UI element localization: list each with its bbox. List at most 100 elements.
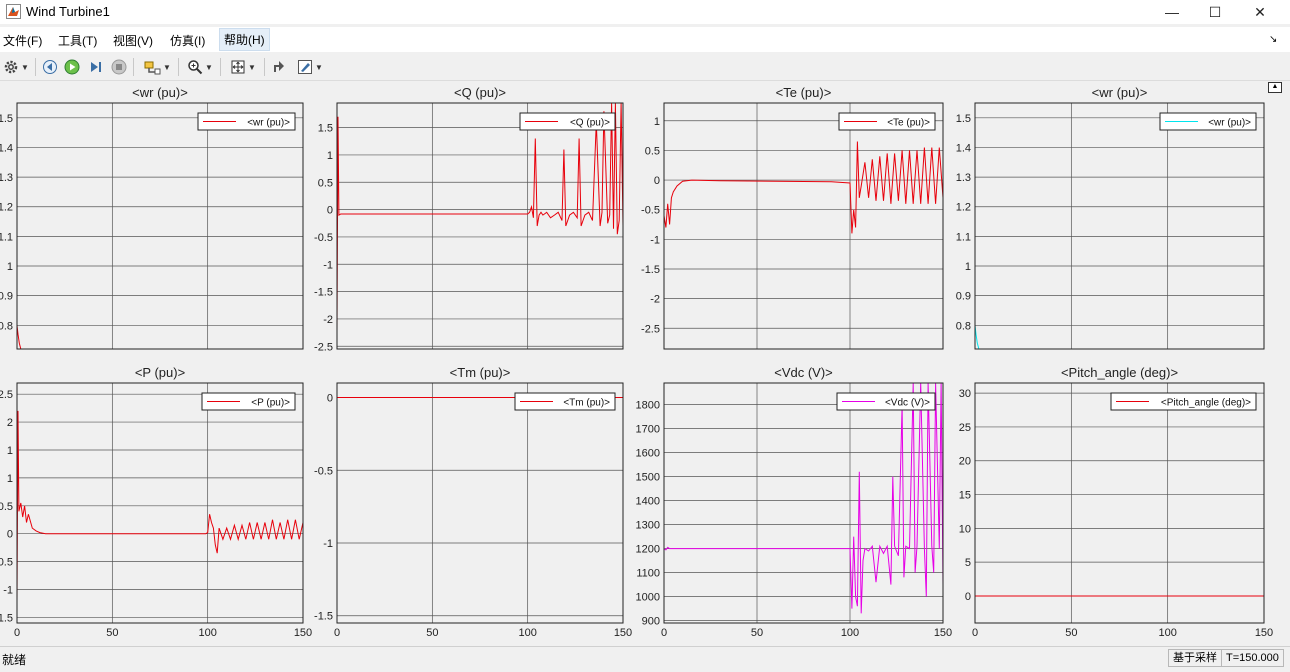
legend-label: <Vdc (V)> (885, 398, 930, 409)
y-tick-label: 30 (959, 388, 971, 400)
series-line (664, 383, 943, 614)
legend-label: <Q (pu)> (570, 118, 610, 129)
legend-box (1159, 112, 1257, 131)
zoom-icon[interactable]: ▼ (184, 58, 216, 76)
x-tick-label: 100 (841, 627, 859, 639)
status-text: 就绪 (2, 653, 27, 667)
style-icon[interactable]: ▼ (294, 58, 326, 76)
y-tick-label: 0.5 (318, 177, 333, 189)
legend-box (519, 112, 616, 131)
y-tick-label: 1 (327, 150, 333, 162)
dock-icon[interactable]: ▲ (1268, 82, 1282, 93)
legend[interactable]: <Q (pu)> (519, 112, 616, 131)
y-tick-label: 1 (7, 473, 13, 485)
toolbar: ▼ ▼ ▼ ▼ ▼ (0, 54, 1290, 81)
dropdown-arrow-icon: ▼ (248, 62, 256, 72)
toolbar-separator (133, 58, 134, 76)
axes-title: <Tm (pu)> (450, 365, 511, 380)
scope-axes-6[interactable]: 0-0.5-1-1.50 50 100 150<Tm (pu)><Tm (pu)> (314, 365, 632, 639)
x-tick-label: 150 (614, 627, 632, 639)
y-tick-label: 1.1 (0, 231, 13, 243)
legend[interactable]: <Vdc (V)> (836, 392, 936, 411)
dropdown-arrow-icon: ▼ (21, 62, 29, 72)
scope-axes-4[interactable]: 1.5 1.4 1.3 1.2 1.1 1 0.9 0.8 <wr (pu)> <wr (pu)> (956, 85, 1265, 350)
menu-simulation[interactable]: 仿真(I) (170, 34, 206, 48)
axes-title: <Pitch_angle (deg)> (1061, 365, 1178, 380)
y-tick-label: 1.2 (0, 202, 13, 214)
x-tick-label: 150 (1255, 627, 1273, 639)
y-tick-label: 0.8 (956, 320, 971, 332)
axes-title: <Te (pu)> (776, 85, 832, 100)
axes-frame (663, 382, 944, 624)
legend-box (838, 112, 936, 131)
step-forward-icon[interactable] (87, 58, 105, 76)
y-tick-label: -1 (3, 585, 13, 597)
y-tick-label: 1.4 (0, 142, 13, 154)
axes-background (17, 103, 303, 349)
y-tick-label: 1500 (636, 472, 660, 484)
legend[interactable]: <wr (pu)> (197, 112, 296, 131)
sample-mode-badge: 基于采样 (1168, 649, 1222, 667)
axes-background (975, 103, 1264, 349)
sim-time-readout: T=150.000 (1221, 649, 1284, 667)
menu-file[interactable]: 文件(F) (3, 34, 43, 48)
menu-help[interactable]: 帮助(H) (219, 28, 270, 51)
y-tick-label: 1.3 (956, 172, 971, 184)
maximize-button[interactable]: ☐ (1208, 4, 1222, 20)
y-tick-label: 10 (959, 523, 971, 535)
title-bar: Wind Turbine1 — ☐ ✕ (0, 0, 1290, 24)
x-tick-label: 150 (934, 627, 952, 639)
stop-icon[interactable] (110, 58, 128, 76)
y-tick-label: 0 (654, 175, 660, 187)
y-tick-label: 1.5 (0, 113, 13, 125)
run-icon[interactable] (63, 58, 81, 76)
legend[interactable]: <Pitch_angle (deg)> (1110, 392, 1257, 411)
legend[interactable]: <P (pu)> (201, 392, 296, 411)
dropdown-arrow-icon: ▼ (315, 62, 323, 72)
y-tick-label: 2.5 (0, 389, 13, 401)
y-tick-label: -2 (323, 314, 333, 326)
dropdown-arrow-icon: ▼ (163, 62, 171, 72)
axes-title: <Vdc (V)> (774, 365, 833, 380)
axes-frame (336, 382, 624, 624)
menu-tools[interactable]: 工具(T) (58, 34, 98, 48)
legend-box (201, 392, 296, 411)
scope-axes-1[interactable]: 1.5 1.4 1.3 1.2 1.1 1 0.9 0.8 <wr (pu)> <wr (pu)> (0, 85, 304, 350)
y-tick-label: 15 (959, 490, 971, 502)
series-line (664, 141, 943, 234)
y-tick-label: 1.5 (318, 123, 333, 135)
fit-icon[interactable]: ▼ (227, 58, 259, 76)
legend-box (197, 112, 296, 131)
toolbar-separator (264, 58, 265, 76)
close-button[interactable]: ✕ (1254, 4, 1266, 20)
step-back-icon[interactable] (41, 58, 59, 76)
y-tick-label: -0.5 (314, 232, 333, 244)
y-tick-label: 1.5 (0, 612, 13, 624)
legend[interactable]: <wr (pu)> (1159, 112, 1257, 131)
scope-axes-3[interactable]: 1 0.5 0 -0.5 -1 -1.5 -2 -2.5 <Te (pu)> <Te (pu)> (641, 85, 944, 350)
legend-label: <Pitch_angle (deg)> (1161, 398, 1251, 409)
menu-bar: 文件(F) 工具(T) 视图(V) 仿真(I) 帮助(H) ↘ (0, 27, 1290, 52)
axes-frame (16, 382, 304, 624)
y-tick-label: 0 (7, 529, 13, 541)
axes-background (975, 383, 1264, 623)
legend[interactable]: <Tm (pu)> (514, 392, 616, 411)
scope-axes-7[interactable]: 1800 1700 1600 1500 1400 1300 1200 1100 1000 9000… (636, 365, 953, 639)
y-tick-label: 1.5 (956, 113, 971, 125)
menu-view[interactable]: 视图(V) (113, 34, 153, 48)
y-tick-label: -0.5 (641, 205, 660, 217)
expand-toolstrip-icon[interactable]: ↘ (1269, 34, 1278, 45)
gear-icon[interactable]: ▼ (1, 58, 31, 76)
scope-axes-2[interactable]: 1.5 1 0.5 0 -0.5 -1 -1.5 -2 -2.5 <Q (pu)> <Q (pu)> (314, 85, 624, 353)
matlab-icon (6, 4, 21, 19)
minimize-button[interactable]: — (1165, 4, 1179, 20)
highlight-icon[interactable]: ▼ (140, 58, 174, 76)
x-tick-label: 50 (426, 627, 438, 639)
x-tick-label: 50 (106, 627, 118, 639)
legend[interactable]: <Te (pu)> (838, 112, 936, 131)
y-tick-label: 0.9 (956, 291, 971, 303)
y-tick-label: 1 (654, 116, 660, 128)
restore-icon[interactable] (270, 58, 288, 76)
